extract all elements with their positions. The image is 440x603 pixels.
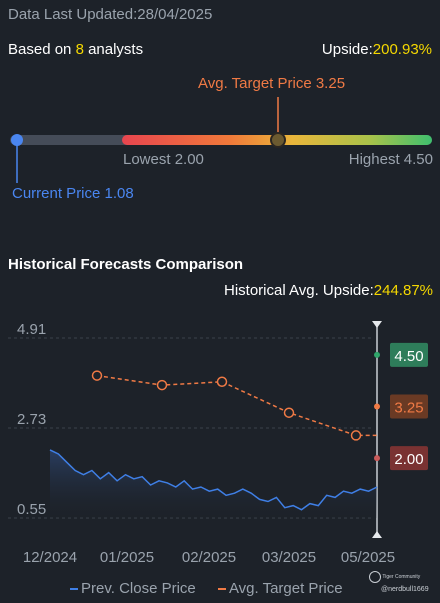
forecast-low-badge [390, 446, 428, 471]
legend: Prev. Close Price Avg. Target Price [70, 580, 343, 597]
legend-avg-target-label: Avg. Target Price [228, 580, 343, 597]
legend-prev-close[interactable]: Prev. Close Price [70, 580, 196, 597]
forecast-avg-label: 3.25 [394, 400, 423, 417]
target-point [91, 370, 103, 381]
watermark-brand: Tiger Community [382, 574, 421, 580]
y-tick-label: 2.73 [17, 411, 46, 428]
forecast-low-label: 2.00 [394, 451, 423, 468]
range-bottom-handle [372, 531, 382, 538]
forecast-high-badge [390, 342, 428, 367]
data-updated-date: 28/04/2025 [137, 6, 213, 23]
range-top-handle [372, 321, 382, 328]
forecast-avg-badge [390, 394, 428, 419]
analyst-suffix: analysts [83, 41, 144, 58]
watermark: Tiger Community @nerdbull1669 [369, 571, 429, 593]
x-tick-label: 05/2025 [341, 549, 395, 566]
legend-prev-close-label: Prev. Close Price [81, 580, 196, 597]
y-tick-label: 0.55 [17, 501, 46, 518]
target-point [216, 376, 228, 388]
historical-upside-label: Historical Avg. Upside: [223, 282, 374, 299]
upside-value: 200.93% [372, 41, 432, 58]
price-area [50, 449, 377, 518]
forecast-high-dot [374, 351, 380, 358]
forecast-low-dot [374, 455, 380, 462]
prev-close-line [49, 449, 378, 511]
current-price-label: Current Price 1.08 [12, 185, 134, 202]
target-point [156, 379, 168, 391]
upside-label: Upside: [321, 41, 373, 58]
avg-target-marker[interactable] [270, 132, 286, 148]
forecast-avg-dot [374, 403, 380, 410]
current-price-marker[interactable] [11, 134, 23, 146]
tiger-logo-icon [369, 571, 381, 583]
x-tick-label: 01/2025 [100, 549, 154, 566]
range-bar [10, 97, 432, 183]
legend-avg-target-swatch [217, 588, 226, 591]
historical-upside: Historical Avg. Upside:244.87% [224, 282, 433, 299]
target-point [350, 430, 362, 441]
analyst-number: 8 [75, 41, 84, 58]
legend-avg-target[interactable]: Avg. Target Price [217, 580, 343, 597]
lowest-label: Lowest 2.00 [123, 151, 204, 168]
history-title: Historical Forecasts Comparison [8, 256, 244, 273]
data-updated-label: Data Last Updated: [8, 6, 138, 23]
avg-target-line [96, 374, 377, 437]
historical-upside-value: 244.87% [373, 282, 433, 299]
analyst-prefix: Based on [8, 41, 76, 58]
analyst-count: Based on 8 analysts [8, 41, 143, 58]
y-tick-label: 4.91 [17, 321, 46, 338]
x-tick-label: 03/2025 [262, 549, 316, 566]
forecast-chart: 4.91 2.73 0.55 4.50 3.25 2.00 12/2024 01/2025 02… [8, 321, 428, 566]
watermark-user: @nerdbull1669 [381, 586, 429, 593]
x-tick-label: 12/2024 [23, 549, 77, 566]
x-tick-label: 02/2025 [182, 549, 236, 566]
upside: Upside:200.93% [322, 41, 432, 58]
highest-label: Highest 4.50 [348, 151, 433, 168]
data-updated: Data Last Updated:28/04/2025 [8, 6, 212, 23]
avg-target-label: Avg. Target Price 3.25 [198, 75, 346, 92]
forecast-high-label: 4.50 [394, 348, 423, 365]
target-point [283, 407, 295, 418]
legend-prev-close-swatch [70, 588, 78, 591]
